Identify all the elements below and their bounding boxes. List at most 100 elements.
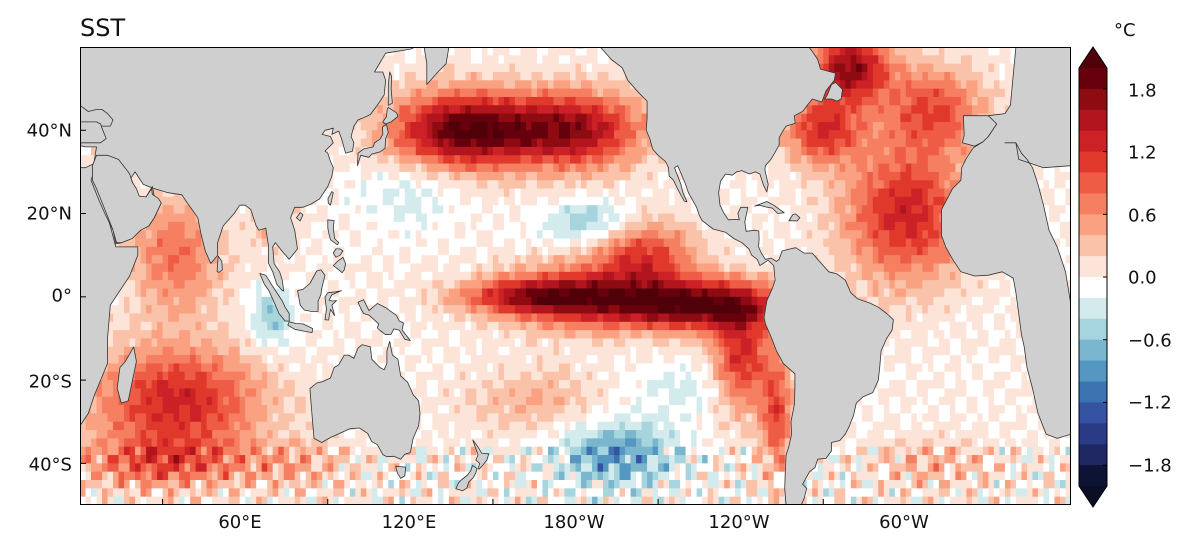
- sst-cell: [834, 105, 841, 115]
- sst-cell: [834, 113, 841, 123]
- sst-cell: [476, 138, 483, 148]
- sst-cell: [481, 271, 489, 281]
- sst-cell: [652, 155, 659, 165]
- sst-cell: [801, 146, 808, 156]
- sst-cell: [437, 113, 444, 123]
- sst-cell: [872, 196, 879, 206]
- sst-cell: [900, 80, 907, 90]
- sst-cell: [878, 63, 885, 73]
- sst-cell: [492, 230, 500, 240]
- sst-cell: [421, 130, 428, 140]
- sst-cell: [448, 255, 455, 265]
- sst-cell: [883, 155, 890, 165]
- sst-cell: [647, 246, 654, 256]
- sst-cell: [867, 63, 874, 73]
- sst-cell: [437, 271, 444, 281]
- sst-cell: [685, 196, 692, 206]
- sst-cell: [476, 121, 483, 131]
- sst-cell: [614, 263, 621, 273]
- sst-cell: [569, 47, 577, 56]
- sst-cell: [751, 171, 758, 181]
- sst-cell: [845, 96, 852, 106]
- sst-cell: [173, 255, 180, 265]
- sst-cell: [652, 230, 659, 240]
- sst-cell: [355, 205, 362, 215]
- sst-cell: [740, 255, 747, 265]
- sst-cell: [823, 88, 830, 98]
- sst-cell: [850, 171, 857, 181]
- sst-cell: [360, 113, 367, 123]
- sst-cell: [146, 255, 153, 265]
- sst-cell: [834, 196, 841, 206]
- sst-cell: [762, 263, 769, 273]
- sst-cell: [586, 171, 593, 181]
- sst-cell: [503, 113, 511, 123]
- sst-cell: [437, 230, 444, 240]
- sst-cell: [614, 63, 621, 73]
- sst-cell: [503, 130, 511, 140]
- sst-cell: [503, 96, 511, 106]
- sst-cell: [581, 238, 588, 248]
- sst-cell: [988, 71, 995, 81]
- sst-cell: [878, 47, 885, 56]
- sst-cell: [410, 138, 417, 148]
- sst-cell: [938, 180, 945, 190]
- sst-cell: [608, 230, 615, 240]
- sst-cell: [883, 188, 890, 198]
- sst-cell: [872, 238, 879, 248]
- sst-cell: [806, 188, 813, 198]
- sst-cell: [443, 105, 450, 115]
- sst-cell: [569, 63, 577, 73]
- sst-cell: [366, 188, 373, 198]
- sst-cell: [514, 88, 522, 98]
- sst-cell: [916, 221, 923, 231]
- sst-cell: [768, 171, 775, 181]
- sst-cell: [426, 196, 433, 206]
- sst-cell: [382, 171, 389, 181]
- sst-cell: [718, 196, 725, 206]
- sst-cell: [223, 238, 230, 248]
- sst-cell: [586, 205, 593, 215]
- sst-cell: [867, 188, 874, 198]
- sst-cell: [553, 121, 560, 131]
- sst-cell: [834, 238, 841, 248]
- sst-cell: [850, 121, 857, 131]
- sst-cell: [487, 146, 494, 156]
- sst-cell: [569, 155, 577, 165]
- sst-cell: [459, 213, 466, 223]
- sst-cell: [894, 196, 901, 206]
- sst-cell: [817, 146, 824, 156]
- sst-cell: [558, 230, 566, 240]
- sst-cell: [812, 105, 819, 115]
- sst-cell: [949, 180, 956, 190]
- sst-cell: [316, 246, 323, 256]
- sst-cell: [245, 205, 252, 215]
- sst-cell: [949, 146, 956, 156]
- sst-cell: [795, 180, 802, 190]
- sst-cell: [151, 230, 158, 240]
- sst-cell: [592, 221, 599, 231]
- sst-cell: [729, 171, 736, 181]
- sst-cell: [487, 80, 494, 90]
- sst-cell: [955, 63, 962, 73]
- sst-cell: [311, 255, 318, 265]
- sst-cell: [900, 238, 907, 248]
- sst-cell: [503, 180, 511, 190]
- sst-cell: [366, 246, 373, 256]
- sst-cell: [459, 113, 466, 123]
- sst-cell: [1043, 171, 1050, 181]
- sst-cell: [410, 230, 417, 240]
- sst-cell: [790, 205, 797, 215]
- sst-cell: [168, 263, 175, 273]
- sst-cell: [179, 263, 186, 273]
- sst-cell: [630, 146, 637, 156]
- sst-cell: [597, 121, 604, 131]
- sst-cell: [283, 255, 290, 265]
- sst-cell: [845, 180, 852, 190]
- sst-cell: [415, 271, 422, 281]
- sst-cell: [801, 213, 808, 223]
- sst-cell: [344, 180, 351, 190]
- sst-cell: [327, 255, 334, 265]
- sst-cell: [641, 155, 648, 165]
- sst-cell: [603, 163, 610, 173]
